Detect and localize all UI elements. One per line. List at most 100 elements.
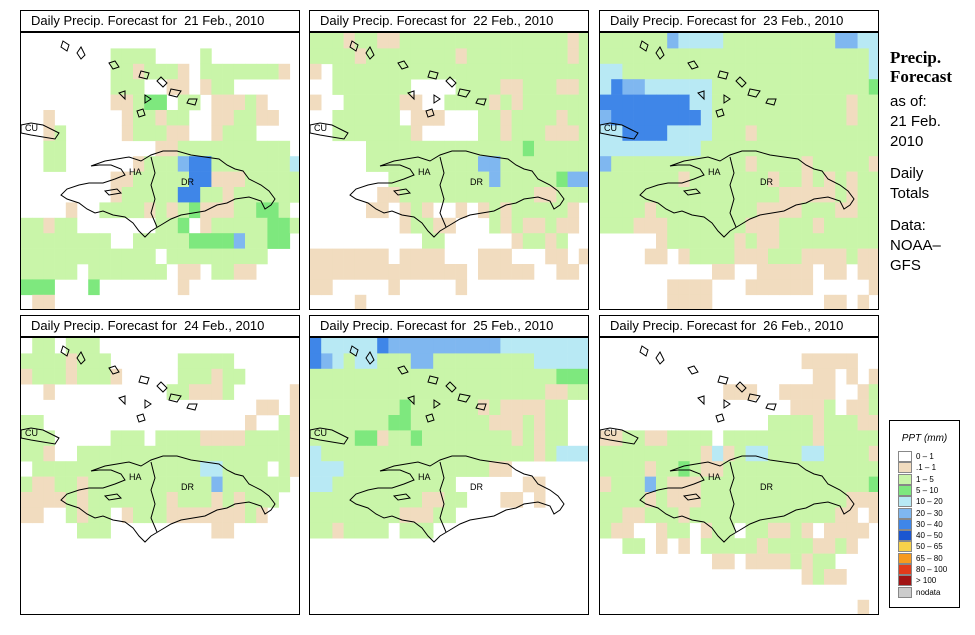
precip-cell [534, 156, 546, 172]
precip-cell [32, 461, 44, 477]
bahamas-coastline [747, 88, 761, 98]
precip-cell [712, 125, 724, 142]
legend-label: 10 – 20 [916, 497, 943, 507]
precip-cell [790, 79, 802, 95]
bahamas-coastline [475, 98, 487, 106]
precip-cell [256, 233, 268, 249]
precip-cell [824, 63, 836, 80]
bahamas-coastline [687, 365, 699, 375]
bahamas-coastline [475, 403, 487, 411]
precip-cell [144, 48, 156, 65]
precip-cell [857, 94, 870, 111]
precip-cell [43, 476, 55, 493]
precip-cell [177, 248, 190, 265]
precip-cell [656, 79, 668, 95]
precip-cell [433, 171, 445, 188]
precip-cell [343, 415, 356, 431]
precip-cell [534, 217, 546, 234]
precip-cell [332, 264, 344, 280]
precip-cell [233, 476, 246, 493]
precip-cell [189, 384, 201, 400]
precip-cell [667, 507, 679, 524]
precip-cell [489, 399, 501, 416]
precip-cell [768, 79, 780, 95]
precip-cell [410, 187, 423, 203]
precip-cell [644, 110, 657, 126]
precip-cell [88, 248, 100, 265]
precip-cell [723, 63, 735, 80]
precip-cell [689, 110, 702, 126]
bahamas-coastline [425, 413, 435, 423]
precip-cell [399, 187, 412, 203]
precip-cell [245, 217, 257, 234]
precip-cell [278, 217, 291, 234]
precip-cell [745, 110, 758, 126]
precip-cell [779, 125, 791, 142]
precip-cell [700, 171, 713, 188]
precip-cell [511, 79, 524, 95]
precip-cell [868, 492, 878, 508]
precip-cell [399, 445, 412, 462]
precip-cell [354, 399, 367, 416]
precip-cell [723, 553, 735, 570]
precip-cell [689, 461, 702, 477]
precip-cell [600, 492, 612, 508]
precip-cell [779, 140, 791, 157]
precip-cell [712, 248, 724, 265]
precip-cell [366, 125, 378, 142]
precip-cell [745, 202, 758, 219]
precip-cell [633, 445, 646, 462]
precip-cell [779, 415, 791, 431]
precip-cell [857, 430, 870, 447]
precip-cell [611, 507, 623, 524]
precip-cell [812, 461, 825, 477]
precip-cell [678, 538, 690, 554]
precip-cell [133, 79, 145, 95]
precip-cell [611, 187, 623, 203]
precip-cell [846, 125, 858, 142]
label-cuba: CU [604, 428, 617, 438]
precip-cell [534, 125, 546, 142]
precip-cell [43, 338, 55, 354]
precip-cell [868, 233, 878, 249]
precip-cell [388, 279, 400, 296]
precip-cell [211, 430, 223, 447]
precip-cell [478, 187, 490, 203]
precip-cell [790, 248, 802, 265]
precip-cell [700, 279, 713, 296]
precip-cell [678, 248, 690, 265]
precip-cell [534, 33, 546, 49]
precip-cell [723, 79, 735, 95]
precip-cell [489, 461, 501, 477]
precip-cell [110, 48, 123, 65]
precip-cell [433, 338, 445, 354]
precip-cell [868, 140, 878, 157]
precip-cell [745, 79, 758, 95]
panel-title: Daily Precip. Forecast for 24 Feb., 2010 [20, 315, 300, 337]
precip-cell [121, 63, 134, 80]
precip-cell [321, 248, 333, 265]
precip-cell [734, 202, 746, 219]
precip-cell [522, 187, 535, 203]
precip-cell [768, 538, 780, 554]
precip-cell [110, 445, 123, 462]
precip-cell [567, 156, 580, 172]
precip-cell [177, 461, 190, 477]
precip-cell [354, 48, 367, 65]
precip-cell [489, 368, 501, 385]
precip-cell [790, 553, 802, 570]
precip-cell [846, 217, 858, 234]
precip-cell [835, 233, 847, 249]
precip-cell [824, 48, 836, 65]
precip-cell [43, 110, 55, 126]
precip-cell [233, 368, 246, 385]
precip-cell [478, 445, 490, 462]
precip-cell [734, 63, 746, 80]
precip-cell [644, 171, 657, 188]
precip-cell [466, 415, 479, 431]
precip-cell [166, 202, 179, 219]
precip-cell [343, 125, 356, 142]
precip-cell [354, 248, 367, 265]
precip-cell [233, 125, 246, 142]
